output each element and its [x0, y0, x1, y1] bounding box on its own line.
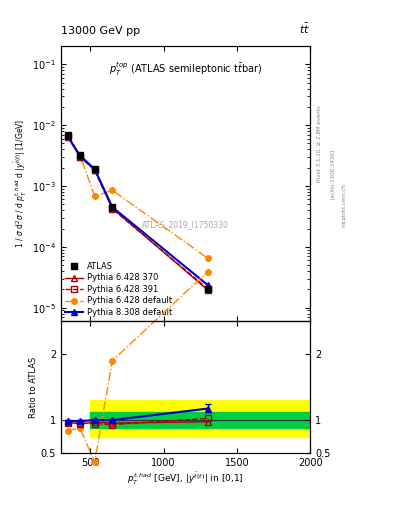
Text: $t\bar{t}$: $t\bar{t}$	[299, 22, 310, 36]
Text: 13000 GeV pp: 13000 GeV pp	[61, 26, 140, 36]
Y-axis label: Ratio to ATLAS: Ratio to ATLAS	[29, 356, 38, 418]
Legend: ATLAS, Pythia 6.428 370, Pythia 6.428 391, Pythia 6.428 default, Pythia 8.308 de: ATLAS, Pythia 6.428 370, Pythia 6.428 39…	[65, 262, 172, 317]
Text: [arXiv:1306.3436]: [arXiv:1306.3436]	[329, 149, 334, 199]
X-axis label: $p_T^{t,had}$ [GeV], $|y^{\bar{t}(t)}|$ in [0,1]: $p_T^{t,had}$ [GeV], $|y^{\bar{t}(t)}|$ …	[127, 471, 244, 487]
Y-axis label: 1 / $\sigma$ d$^2\sigma$ / d $p_T^{t,had}$ d $|y^{\bar{t}(t)}|$ [1/GeV]: 1 / $\sigma$ d$^2\sigma$ / d $p_T^{t,had…	[13, 119, 29, 248]
Text: $p_T^{top}$ (ATLAS semileptonic t$\bar{t}$bar): $p_T^{top}$ (ATLAS semileptonic t$\bar{t…	[109, 60, 262, 78]
Text: Rivet 3.1.10, ≥ 2.8M events: Rivet 3.1.10, ≥ 2.8M events	[316, 105, 321, 182]
Text: ATLAS_2019_I1750330: ATLAS_2019_I1750330	[142, 220, 229, 229]
Text: mcplots.cern.ch: mcplots.cern.ch	[341, 183, 346, 227]
